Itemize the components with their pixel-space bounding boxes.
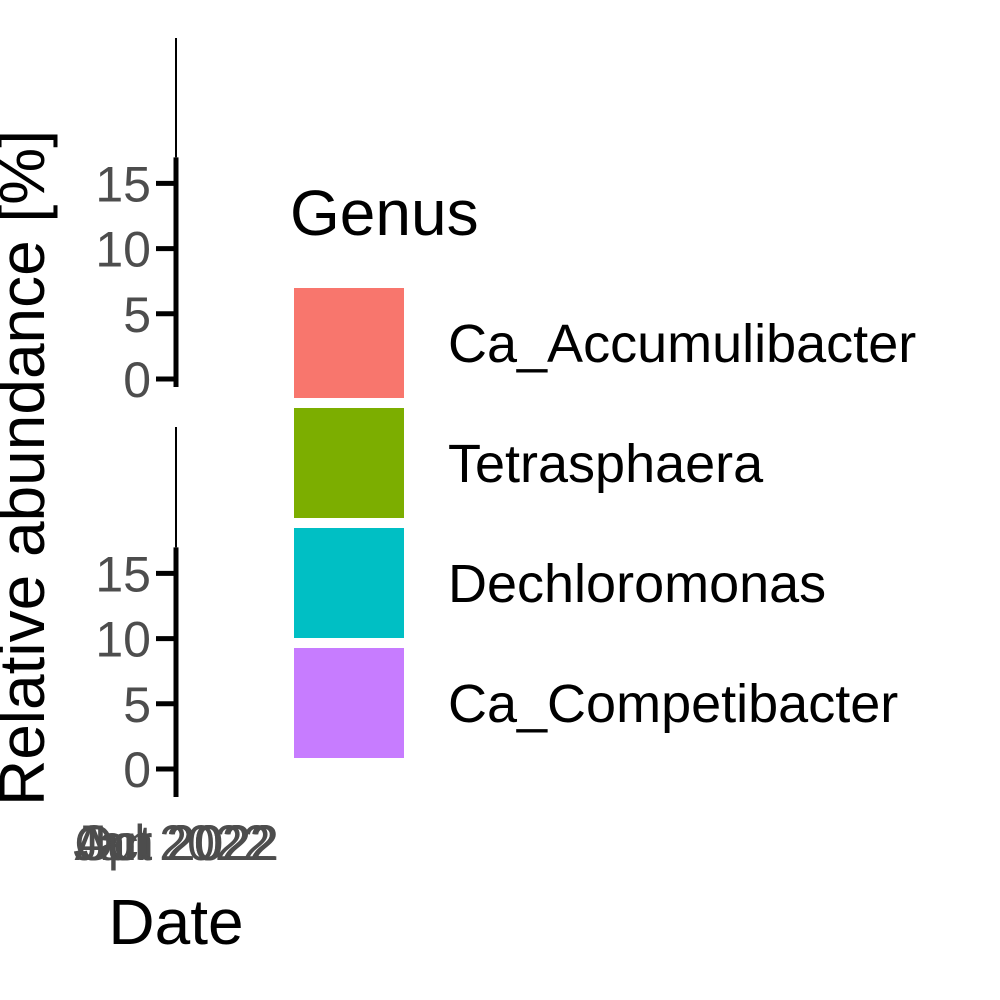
x-tick-label: Jan 2022 <box>73 815 279 871</box>
facet-panel-2: 0 5 10 15 <box>95 427 179 798</box>
y-tick-label: 5 <box>123 677 151 733</box>
facet-panels: 0 5 10 15 0 5 10 15 <box>95 38 179 798</box>
x-axis-title: Date <box>108 886 243 958</box>
y-tick-label: 10 <box>95 222 151 278</box>
legend: Genus Ca_Accumulibacter Tetrasphaera Dechl… <box>290 177 916 758</box>
legend-label-4: Ca_Competibacter <box>448 674 898 734</box>
legend-key-3 <box>294 528 404 638</box>
facet-panel-1: 0 5 10 15 <box>95 38 179 408</box>
y-tick-label: 15 <box>95 546 151 602</box>
legend-label-3: Dechloromonas <box>448 554 826 614</box>
legend-key-2 <box>294 408 404 518</box>
y-tick-label: 0 <box>123 352 151 408</box>
legend-label-2: Tetrasphaera <box>448 434 764 494</box>
y-tick-label: 0 <box>123 742 151 798</box>
x-tick-label: Jul 2022 <box>81 815 270 871</box>
x-tick-label: Apr 2022 <box>75 815 278 871</box>
legend-key-1 <box>294 288 404 398</box>
legend-label-1: Ca_Accumulibacter <box>448 314 916 374</box>
y-tick-label: 5 <box>123 287 151 343</box>
y-axis-title: Relative abundance [%] <box>0 130 58 806</box>
y-tick-label: 10 <box>95 612 151 668</box>
x-tick-label: Oct 2022 <box>75 815 278 871</box>
y-tick-label: 15 <box>95 156 151 212</box>
legend-key-4 <box>294 648 404 758</box>
legend-title: Genus <box>290 177 479 249</box>
